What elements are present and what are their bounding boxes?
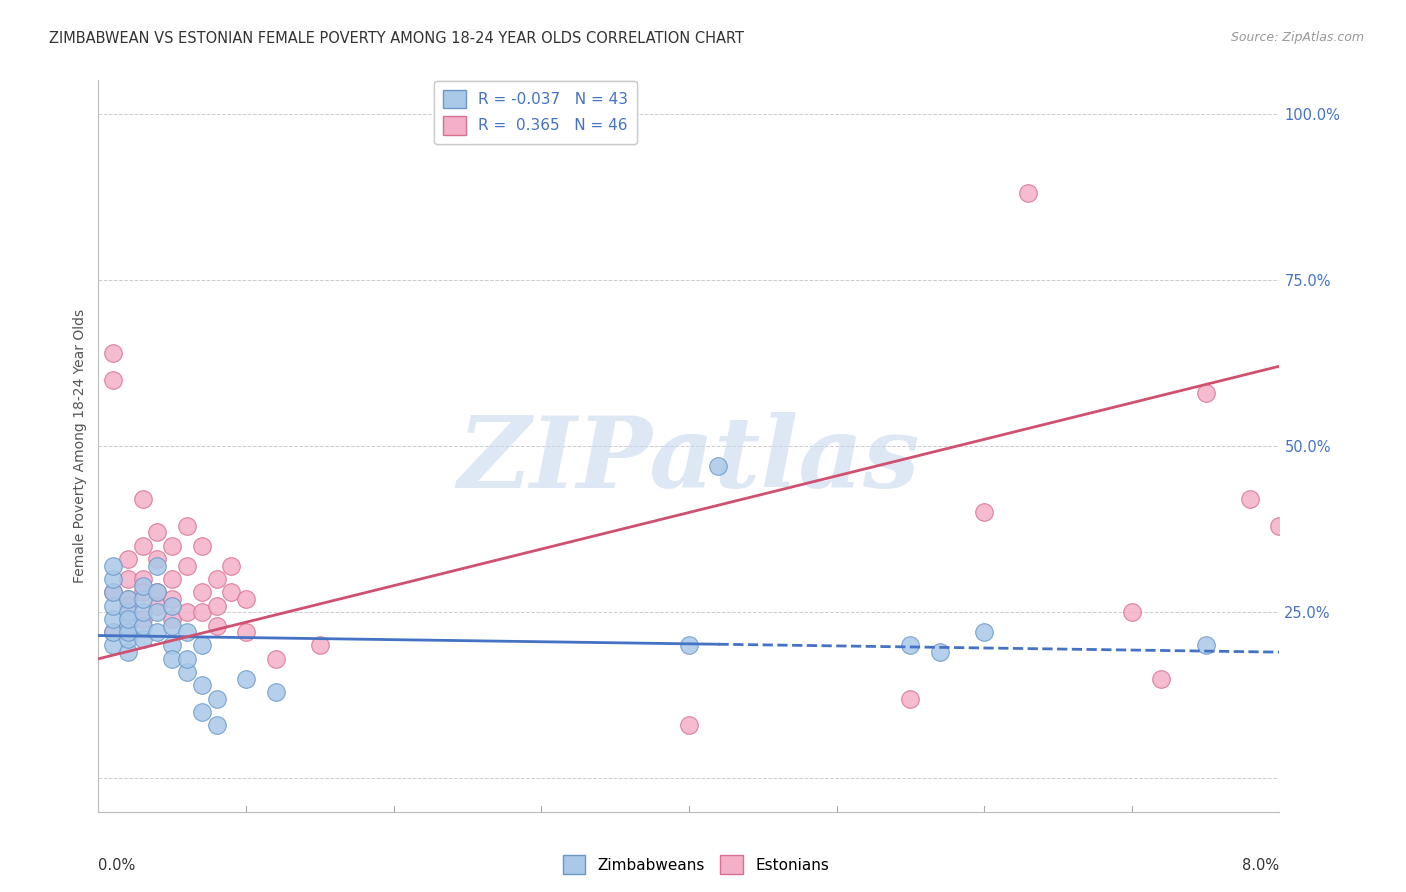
Point xyxy=(146,625,169,640)
Point xyxy=(308,639,332,653)
Point xyxy=(162,539,183,553)
Point xyxy=(1194,639,1216,653)
Point xyxy=(117,625,139,640)
Point xyxy=(162,618,183,632)
Point xyxy=(117,625,139,640)
Point xyxy=(162,599,183,613)
Text: 8.0%: 8.0% xyxy=(1243,858,1279,873)
Text: Source: ZipAtlas.com: Source: ZipAtlas.com xyxy=(1230,31,1364,45)
Point xyxy=(117,618,139,632)
Point xyxy=(117,572,139,586)
Text: ZIMBABWEAN VS ESTONIAN FEMALE POVERTY AMONG 18-24 YEAR OLDS CORRELATION CHART: ZIMBABWEAN VS ESTONIAN FEMALE POVERTY AM… xyxy=(49,31,744,46)
Point xyxy=(132,591,155,606)
Point xyxy=(146,525,169,540)
Point xyxy=(973,625,995,640)
Point xyxy=(146,585,169,599)
Point xyxy=(103,639,125,653)
Point xyxy=(117,632,139,646)
Point xyxy=(678,639,700,653)
Point xyxy=(205,718,228,732)
Point xyxy=(176,605,198,619)
Point xyxy=(103,612,125,626)
Point xyxy=(103,585,125,599)
Point xyxy=(103,558,125,573)
Point xyxy=(132,579,155,593)
Point xyxy=(146,599,169,613)
Point xyxy=(191,539,214,553)
Point xyxy=(928,645,950,659)
Point xyxy=(176,652,198,666)
Point xyxy=(205,599,228,613)
Point xyxy=(900,639,922,653)
Point xyxy=(162,572,183,586)
Point xyxy=(162,639,183,653)
Point xyxy=(973,506,995,520)
Text: 0.0%: 0.0% xyxy=(98,858,135,873)
Legend: Zimbabweans, Estonians: Zimbabweans, Estonians xyxy=(557,849,835,880)
Point xyxy=(103,599,125,613)
Point xyxy=(117,605,139,619)
Point xyxy=(205,618,228,632)
Point xyxy=(103,585,125,599)
Point xyxy=(176,518,198,533)
Point xyxy=(117,645,139,659)
Point xyxy=(132,539,155,553)
Point xyxy=(162,652,183,666)
Point xyxy=(900,691,922,706)
Point xyxy=(117,599,139,613)
Point xyxy=(176,558,198,573)
Point xyxy=(146,552,169,566)
Point xyxy=(205,691,228,706)
Point xyxy=(191,705,214,719)
Point xyxy=(132,612,155,626)
Point xyxy=(103,625,125,640)
Point xyxy=(205,572,228,586)
Point xyxy=(103,372,125,386)
Point xyxy=(1239,492,1261,507)
Point xyxy=(1150,672,1173,686)
Point xyxy=(117,552,139,566)
Point xyxy=(117,591,139,606)
Point xyxy=(191,639,214,653)
Point xyxy=(146,585,169,599)
Point xyxy=(191,678,214,692)
Point xyxy=(1194,385,1216,400)
Point xyxy=(235,591,257,606)
Y-axis label: Female Poverty Among 18-24 Year Olds: Female Poverty Among 18-24 Year Olds xyxy=(73,309,87,583)
Point xyxy=(191,585,214,599)
Point xyxy=(1121,605,1143,619)
Point xyxy=(103,346,125,360)
Point xyxy=(132,618,155,632)
Point xyxy=(235,625,257,640)
Point xyxy=(235,672,257,686)
Point xyxy=(132,605,155,619)
Point xyxy=(176,625,198,640)
Point xyxy=(219,585,242,599)
Point xyxy=(103,625,125,640)
Point xyxy=(162,591,183,606)
Point xyxy=(191,605,214,619)
Point xyxy=(264,685,287,699)
Legend: R = -0.037   N = 43, R =  0.365   N = 46: R = -0.037 N = 43, R = 0.365 N = 46 xyxy=(433,80,637,144)
Point xyxy=(117,591,139,606)
Point xyxy=(264,652,287,666)
Point xyxy=(132,492,155,507)
Point xyxy=(707,458,730,473)
Point xyxy=(1268,518,1291,533)
Point xyxy=(146,558,169,573)
Point xyxy=(1017,186,1039,201)
Point xyxy=(678,718,700,732)
Point xyxy=(132,632,155,646)
Point xyxy=(117,612,139,626)
Point xyxy=(176,665,198,679)
Point xyxy=(132,585,155,599)
Point xyxy=(219,558,242,573)
Point xyxy=(146,605,169,619)
Point xyxy=(103,572,125,586)
Text: ZIPatlas: ZIPatlas xyxy=(458,412,920,508)
Point xyxy=(132,572,155,586)
Point xyxy=(162,612,183,626)
